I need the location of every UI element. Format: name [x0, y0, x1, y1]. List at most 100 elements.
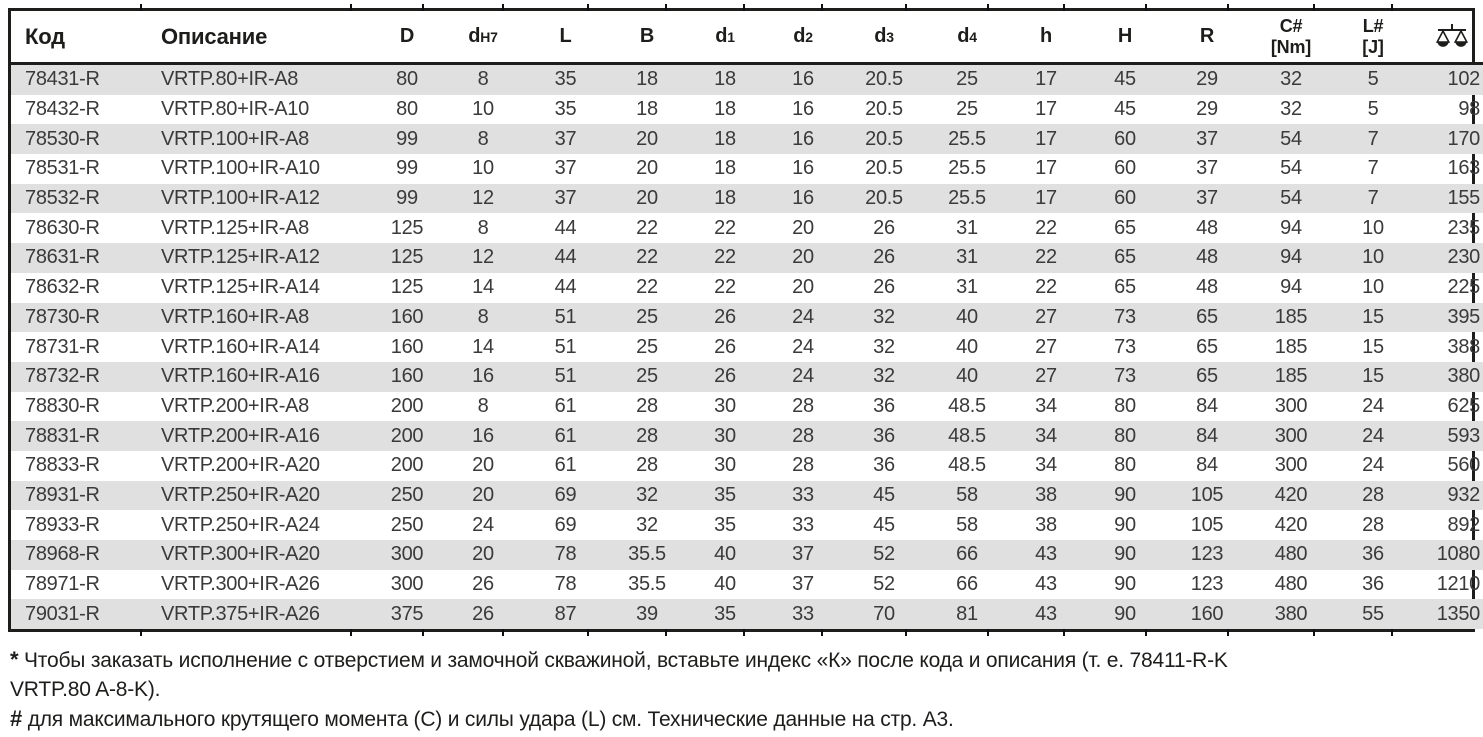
cell-d1: 26	[714, 365, 736, 388]
column-tick	[821, 629, 823, 637]
cell-d1: 18	[714, 127, 736, 150]
column-tick	[665, 4, 667, 11]
col-header-L_J: L# [J]	[1334, 11, 1412, 65]
footnote-star-line2: VRTP.80 A-8-K).	[10, 678, 161, 701]
cell-desc: VRTP.100+IR-A12	[161, 187, 320, 210]
cell-desc: VRTP.100+IR-A10	[161, 157, 320, 180]
table-row: 78631-R VRTP.125+IR-A12 125 12 44 22 22 20 26 31 2…	[11, 243, 1483, 273]
column-tick	[1063, 629, 1065, 637]
cell-dH7: 20	[472, 543, 494, 566]
cell-d2: 16	[792, 157, 814, 180]
cell-L_J: 36	[1362, 573, 1384, 596]
cell-L: 61	[554, 424, 577, 447]
cell-R: 105	[1190, 513, 1224, 536]
cell-d4: 25.5	[948, 187, 986, 210]
cell-h: 17	[1035, 98, 1057, 121]
table-row: 78431-R VRTP.80+IR-A8 80 8 35 18 18 16 20.5 25 17 4…	[11, 63, 1483, 95]
column-tick	[905, 629, 907, 637]
cell-h: 22	[1035, 276, 1057, 299]
cell-desc: VRTP.80+IR-A8	[161, 68, 299, 91]
cell-d1: 40	[714, 573, 736, 596]
cell-C_Nm: 185	[1274, 305, 1308, 328]
cell-B: 25	[636, 305, 658, 328]
cell-desc: VRTP.200+IR-A8	[161, 394, 309, 417]
column-tick	[1145, 629, 1147, 637]
cell-d4: 58	[956, 513, 978, 536]
cell-dH7: 8	[477, 394, 489, 417]
cell-R: 48	[1196, 216, 1218, 239]
cell-R: 37	[1196, 157, 1218, 180]
column-tick	[587, 4, 589, 11]
cell-d1: 40	[714, 543, 736, 566]
cell-desc: VRTP.200+IR-A16	[161, 424, 320, 447]
cell-d3: 20.5	[865, 98, 903, 121]
cell-L: 69	[554, 483, 577, 506]
cell-C_Nm: 54	[1280, 127, 1302, 150]
cell-weight: 225	[1447, 276, 1481, 299]
cell-D: 160	[390, 305, 424, 328]
cell-C_Nm: 94	[1280, 216, 1302, 239]
column-tick	[350, 4, 352, 11]
table-row: 78968-R VRTP.300+IR-A20 300 20 78 35.5 40 37 52 6…	[11, 540, 1483, 570]
cell-dH7: 26	[472, 602, 494, 625]
cell-D: 125	[390, 276, 424, 299]
cell-H: 60	[1114, 157, 1136, 180]
cell-C_Nm: 32	[1280, 98, 1302, 121]
cell-h: 22	[1035, 216, 1057, 239]
cell-D: 300	[390, 543, 424, 566]
cell-h: 38	[1035, 483, 1057, 506]
cell-weight: 388	[1447, 335, 1481, 358]
cell-B: 20	[636, 127, 658, 150]
cell-h: 43	[1035, 543, 1057, 566]
cell-d1: 35	[714, 513, 736, 536]
cell-d2: 20	[792, 276, 814, 299]
cell-H: 60	[1114, 127, 1136, 150]
cell-B: 20	[636, 157, 658, 180]
footnote-star-line1: Чтобы заказать исполнение с отверстием и…	[24, 649, 1228, 672]
cell-B: 22	[636, 216, 658, 239]
column-tick	[1227, 629, 1229, 637]
cell-H: 73	[1114, 365, 1136, 388]
weight-scale-icon	[1435, 23, 1469, 47]
cell-dH7: 16	[472, 365, 494, 388]
cell-D: 300	[390, 573, 424, 596]
cell-L_J: 36	[1362, 543, 1384, 566]
table-row: 78731-R VRTP.160+IR-A14 160 14 51 25 26 24 32 40 2…	[11, 332, 1483, 362]
cell-d1: 30	[714, 424, 736, 447]
table-row: 78432-R VRTP.80+IR-A10 80 10 35 18 18 16 20.5 25 1…	[11, 95, 1483, 125]
cell-h: 27	[1035, 365, 1057, 388]
cell-d2: 28	[792, 424, 814, 447]
cell-H: 65	[1114, 276, 1136, 299]
cell-d3: 20.5	[865, 68, 903, 91]
column-tick	[1063, 4, 1065, 11]
cell-code: 78732-R	[25, 365, 100, 388]
cell-dH7: 12	[472, 246, 494, 269]
cell-C_Nm: 300	[1274, 394, 1308, 417]
table-row: 78971-R VRTP.300+IR-A26 300 26 78 35.5 40 37 52 6…	[11, 570, 1483, 600]
cell-C_Nm: 32	[1280, 68, 1302, 91]
cell-R: 84	[1196, 454, 1218, 477]
cell-L_J: 15	[1362, 365, 1384, 388]
cell-dH7: 12	[472, 187, 494, 210]
cell-code: 78631-R	[25, 246, 100, 269]
cell-L_J: 15	[1362, 305, 1384, 328]
cell-dH7: 20	[472, 483, 494, 506]
cell-H: 73	[1114, 335, 1136, 358]
cell-h: 17	[1035, 127, 1057, 150]
cell-H: 65	[1114, 216, 1136, 239]
cell-weight: 98	[1458, 98, 1480, 121]
cell-L_J: 10	[1362, 246, 1384, 269]
cell-C_Nm: 94	[1280, 246, 1302, 269]
cell-C_Nm: 185	[1274, 365, 1308, 388]
cell-weight: 1350	[1436, 602, 1481, 625]
cell-d4: 40	[956, 305, 978, 328]
cell-L_J: 28	[1362, 513, 1384, 536]
cell-L: 35	[554, 68, 577, 91]
cell-weight: 892	[1447, 513, 1481, 536]
cell-h: 34	[1035, 394, 1057, 417]
cell-L: 44	[554, 216, 577, 239]
cell-dH7: 8	[477, 305, 489, 328]
cell-L: 51	[554, 365, 577, 388]
cell-d2: 24	[792, 335, 814, 358]
cell-H: 80	[1114, 424, 1136, 447]
